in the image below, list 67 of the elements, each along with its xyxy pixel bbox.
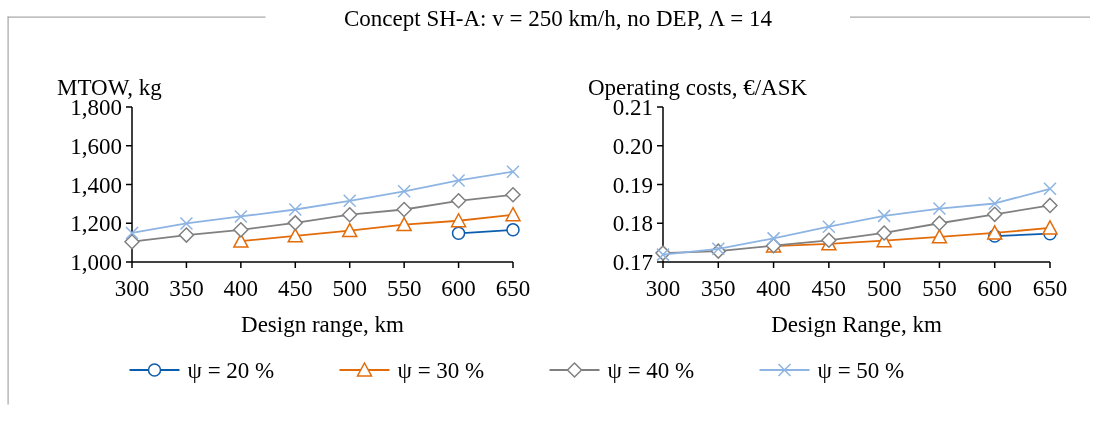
y-tick-label: 1,600 xyxy=(70,133,122,159)
point xyxy=(341,206,358,223)
x-tick-label: 500 xyxy=(866,276,902,301)
x-tick-label: 450 xyxy=(278,276,313,301)
x-tick-label: 550 xyxy=(922,276,957,301)
y-tick-label: 1,400 xyxy=(70,172,122,198)
y-tick-label: 1,000 xyxy=(70,250,122,276)
x-tick-label: 650 xyxy=(495,276,531,301)
point xyxy=(178,227,195,243)
x-tick-label: 300 xyxy=(645,276,681,301)
point xyxy=(396,201,412,218)
point xyxy=(1043,182,1057,196)
point xyxy=(342,194,357,208)
point xyxy=(986,225,1003,240)
x-tick-label: 600 xyxy=(977,276,1012,301)
point xyxy=(287,215,304,231)
y-tick-label: 0.18 xyxy=(612,211,653,237)
point xyxy=(341,222,358,238)
point xyxy=(1042,220,1058,235)
y-tick-label: 0.20 xyxy=(612,133,653,159)
legend-label: ψ = 40 % xyxy=(607,358,695,384)
x-tick-label: 650 xyxy=(1032,276,1068,301)
point xyxy=(505,206,521,222)
point xyxy=(179,216,194,231)
point xyxy=(233,222,249,238)
legend-label: ψ = 50 % xyxy=(817,358,905,384)
y-tick-label: 0.19 xyxy=(612,172,653,198)
point xyxy=(987,196,1002,211)
point xyxy=(396,216,412,232)
chart-title: Concept SH-A: v = 250 km/h, no DEP, Λ = 14 xyxy=(344,6,773,31)
x-tick-label: 300 xyxy=(114,276,150,301)
x-axis-title: Design range, km xyxy=(241,312,405,337)
y-tick-label: 1,200 xyxy=(70,211,122,237)
point xyxy=(877,209,891,223)
point xyxy=(451,173,466,188)
point xyxy=(876,225,892,241)
x-tick-label: 450 xyxy=(811,276,847,301)
point xyxy=(505,187,521,203)
x-tick-label: 400 xyxy=(756,276,791,301)
x-tick-label: 350 xyxy=(701,276,736,301)
point xyxy=(506,164,520,179)
x-tick-label: 400 xyxy=(223,276,259,301)
point xyxy=(932,201,947,216)
point xyxy=(450,193,467,209)
x-axis-title: Design Range, km xyxy=(771,312,942,337)
y-tick-label: 0.17 xyxy=(612,250,653,276)
point xyxy=(397,184,411,199)
point xyxy=(986,206,1003,223)
x-tick-label: 500 xyxy=(332,276,367,301)
point xyxy=(288,202,303,217)
legend-label: ψ = 20 % xyxy=(187,358,275,384)
point xyxy=(234,209,248,224)
legend-label: ψ = 30 % xyxy=(397,358,485,384)
point xyxy=(450,212,467,228)
point xyxy=(287,228,304,243)
point xyxy=(1042,197,1058,214)
point xyxy=(124,233,140,250)
point xyxy=(766,231,781,246)
point xyxy=(506,223,520,237)
point xyxy=(931,215,948,231)
point xyxy=(931,229,948,244)
point xyxy=(451,226,466,241)
point xyxy=(822,219,836,234)
x-tick-label: 350 xyxy=(169,276,204,301)
x-tick-label: 600 xyxy=(441,276,476,301)
point xyxy=(125,226,139,240)
x-tick-label: 550 xyxy=(386,276,422,301)
